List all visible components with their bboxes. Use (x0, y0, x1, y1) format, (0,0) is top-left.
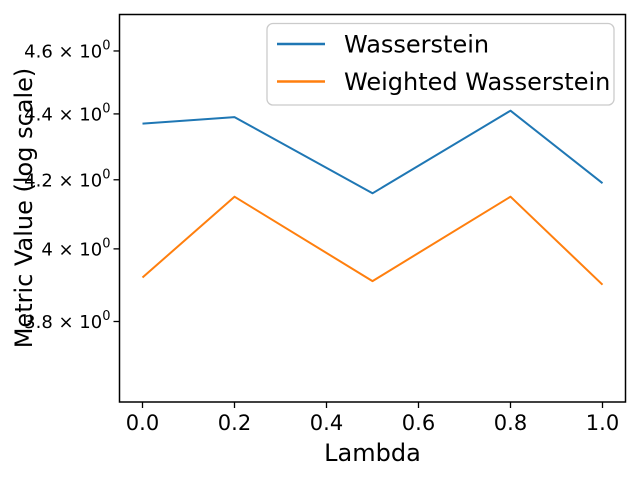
y-axis-ticks: 4.6 × 100 4.4 × 100 4.2 × 100 4 × 100 3.8 × … (24, 38, 120, 333)
series-line-wasserstein (142, 109, 604, 195)
series-line-weighted-wasserstein (141, 195, 604, 286)
x-tick-label: 0.6 (402, 411, 435, 435)
x-axis-label: Lambda (324, 439, 421, 467)
legend-label: Weighted Wasserstein (344, 68, 610, 96)
legend-box (266, 22, 615, 106)
x-tick-label: 0.0 (126, 411, 159, 435)
series-lines (141, 109, 604, 286)
y-tick-label: 4 × 100 (41, 236, 110, 260)
y-axis-label: Metric Value (log scale) (10, 68, 38, 349)
y-tick-label: 4.4 × 100 (24, 101, 110, 125)
y-tick-label: 3.8 × 100 (24, 309, 110, 333)
legend: Wasserstein Weighted Wasserstein (266, 22, 615, 106)
y-tick-label: 4.6 × 100 (24, 38, 110, 62)
x-axis-ticks: 0.0 0.2 0.4 0.6 0.8 1.0 (126, 402, 619, 435)
x-tick-label: 0.4 (310, 411, 343, 435)
legend-label: Wasserstein (344, 31, 489, 59)
y-tick-label: 4.2 × 100 (24, 167, 110, 191)
x-tick-label: 0.2 (218, 411, 251, 435)
x-tick-label: 1.0 (586, 411, 619, 435)
x-tick-label: 0.8 (494, 411, 527, 435)
